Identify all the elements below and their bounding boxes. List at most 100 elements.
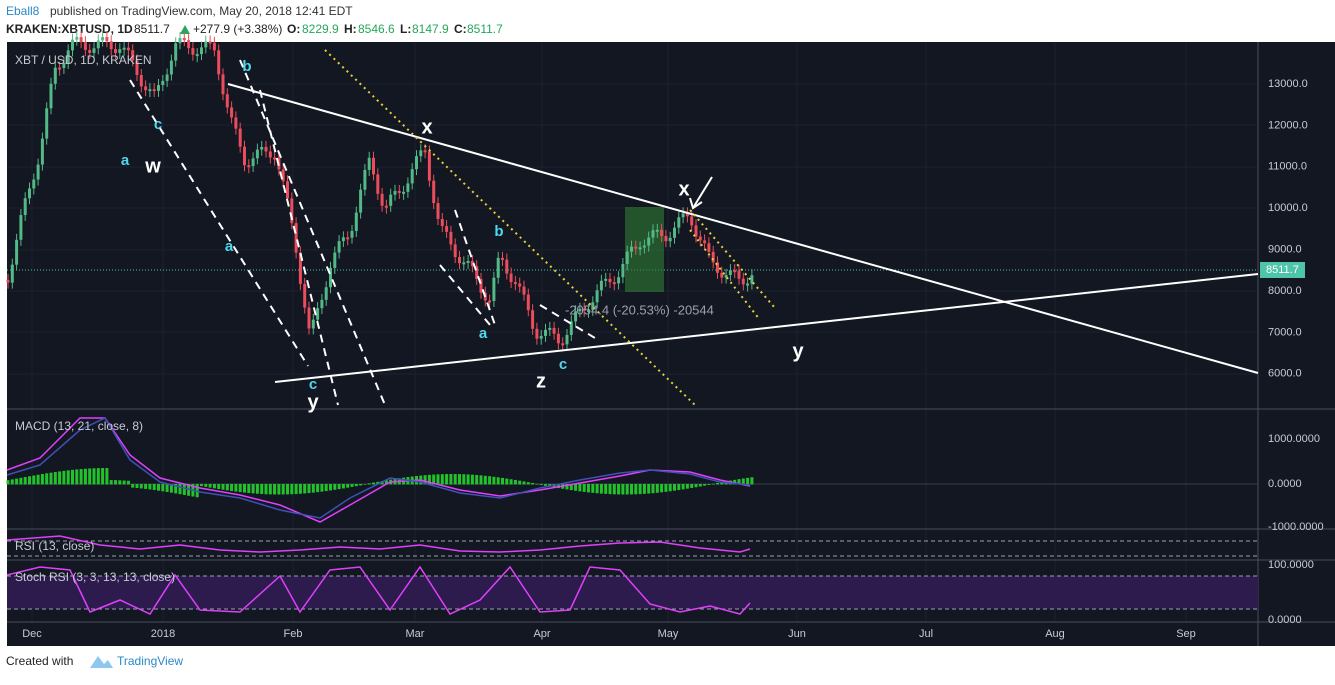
hist-bar [273,484,277,495]
hist-bar [71,469,74,485]
candle [298,252,302,284]
hist-bar [544,484,547,486]
hist-bar [384,480,388,485]
candle [178,37,182,44]
macd-legend: MACD (13, 21, close, 8) [15,419,143,433]
hist-bar [466,474,470,485]
hist-bar [703,484,707,486]
candle [105,37,109,42]
hist-bar [40,474,44,485]
hist-bar [501,477,504,485]
publisher[interactable]: Eball8 [6,4,40,18]
hist-bar [359,484,363,486]
hist-bar [716,482,719,485]
price-tick: 6000.0 [1268,368,1302,380]
hist-bar [290,484,294,495]
hist-bar [445,474,449,485]
candle [372,157,375,175]
candle [716,262,719,273]
candle [625,251,629,264]
hist-bar [152,484,156,491]
candle [604,278,608,281]
candle [157,85,160,91]
candle [329,267,332,288]
hist-bar [238,484,242,493]
price-tick: 11000.0 [1268,161,1307,173]
hist-bar [6,480,10,485]
main-legend: XBT / USD, 1D, KRAKEN [15,53,151,67]
candle [470,260,474,267]
hist-bar [621,484,625,495]
hist-bar [664,484,668,492]
hist-bar [298,484,302,494]
stoch-band [7,576,1258,609]
hist-bar [453,474,457,485]
candle [711,251,715,263]
candle [238,128,242,147]
price-tick: 7000.0 [1268,326,1302,338]
hist-bar [45,473,49,485]
wave-label: x [421,116,432,138]
candle [45,108,49,139]
hist-bar [612,484,616,495]
candle [509,273,513,283]
hist-bar [681,484,685,490]
candle [217,50,221,75]
hist-bar [247,484,251,494]
brand[interactable]: TradingView [117,654,183,668]
candle [664,235,668,242]
candle [264,146,268,152]
candle [436,203,440,219]
hist-bar [363,484,367,485]
published: published on TradingView.com, May 20, 20… [50,4,353,18]
candle [668,237,672,242]
candle [126,47,130,51]
candle [569,321,573,335]
candle [19,215,23,240]
candle [574,311,578,322]
price-axis: 13000.0 12000.0 11000.0 10000.0 9000.0 8000.0… [1268,78,1308,380]
candle [187,40,191,49]
time-label: Feb [284,628,303,640]
hist-bar [114,480,117,485]
hist-bar [15,478,19,485]
hist-bar [660,484,664,493]
candle [109,41,113,50]
hist-bar [281,484,285,495]
candle [66,50,70,63]
time-label: Mar [406,628,425,640]
hist-bar [458,474,461,485]
candle [71,39,74,51]
price-tick: 8000.0 [1268,285,1302,297]
candle [230,107,234,118]
candle [221,74,225,95]
candle [268,151,272,158]
hist-bar [569,484,573,491]
channel-lines [324,49,776,406]
hist-bar [234,484,238,492]
hist-bar [432,474,436,485]
chart-area [7,42,1335,646]
hist-bar [109,480,113,485]
hist-bar [440,474,444,485]
hist-bar [604,484,608,494]
candle [673,227,676,238]
candle [53,67,57,84]
candle [135,60,139,75]
candle [445,226,449,232]
hist-bar [595,484,599,494]
candle [488,300,492,303]
hist-bar [462,474,466,485]
macd-tick: -1000.0000 [1268,521,1324,533]
candle [75,37,79,40]
candle [316,308,320,320]
candle [750,275,754,284]
hist-bar [161,484,165,492]
hist-bar [707,484,711,485]
candle [139,74,143,87]
candle [548,327,552,330]
wave-label: z [536,370,546,392]
hist-bar [157,484,160,491]
stoch-tick: 100.0000 [1268,559,1314,571]
hist-bar [96,468,100,485]
